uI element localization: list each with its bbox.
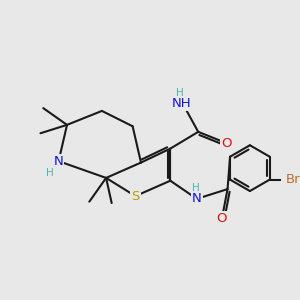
Text: N: N — [54, 155, 64, 168]
Text: O: O — [217, 212, 227, 225]
Text: N: N — [192, 192, 202, 206]
Text: O: O — [221, 136, 231, 149]
Text: H: H — [192, 183, 199, 193]
Text: H: H — [176, 88, 184, 98]
Text: NH: NH — [172, 97, 191, 110]
Text: S: S — [131, 190, 140, 202]
Text: Br: Br — [286, 173, 300, 186]
Text: H: H — [46, 168, 54, 178]
